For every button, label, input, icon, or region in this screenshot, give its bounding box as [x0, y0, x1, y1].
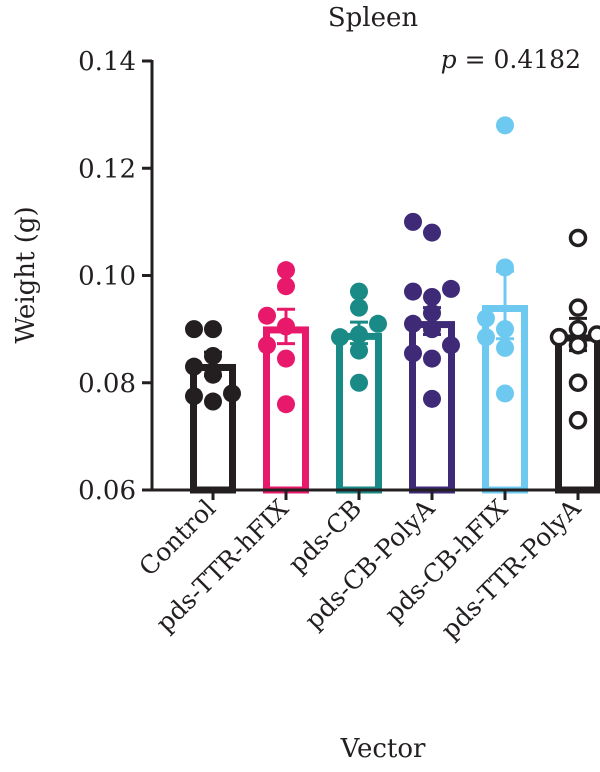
data-point — [204, 392, 222, 411]
data-point — [404, 344, 422, 363]
data-point — [277, 261, 295, 280]
x-tick-label: pds-TTR-hFIX — [150, 494, 294, 638]
data-point — [423, 320, 441, 339]
x-axis: Controlpds-TTR-hFIXpds-CBpds-CB-PolyApds… — [133, 488, 590, 645]
data-point — [568, 335, 588, 355]
data-point — [350, 282, 368, 301]
data-point — [442, 336, 460, 355]
data-points — [185, 116, 600, 430]
chart-title: Spleen — [328, 3, 419, 33]
data-point — [496, 116, 514, 135]
data-point — [185, 320, 203, 339]
x-tick-label: pds-CB-PolyA — [299, 493, 441, 635]
data-point — [258, 306, 276, 325]
data-point — [277, 277, 295, 296]
data-point — [204, 320, 222, 339]
data-point — [277, 349, 295, 368]
data-point — [423, 349, 441, 368]
bar — [336, 332, 382, 494]
x-axis-label: Vector — [340, 734, 426, 764]
data-point — [568, 411, 588, 430]
data-point — [277, 395, 295, 414]
y-tick-label: 0.12 — [78, 154, 136, 184]
error-bars — [204, 269, 587, 378]
data-point — [423, 287, 441, 306]
data-point — [404, 314, 422, 333]
y-tick-label: 0.14 — [78, 47, 136, 77]
data-point — [185, 387, 203, 406]
data-point — [423, 389, 441, 408]
data-point — [442, 279, 460, 298]
data-point — [549, 327, 569, 347]
data-point — [568, 298, 588, 317]
bar — [190, 363, 236, 494]
data-point — [568, 373, 588, 392]
data-point — [369, 314, 387, 333]
data-point — [477, 328, 495, 347]
data-point — [568, 319, 588, 339]
data-point — [204, 346, 222, 365]
data-point — [477, 309, 495, 328]
data-point — [587, 325, 600, 344]
data-point — [223, 384, 241, 403]
data-point — [350, 373, 368, 392]
data-point — [185, 357, 203, 376]
data-point — [404, 212, 422, 231]
data-point — [496, 320, 514, 339]
bars — [190, 304, 600, 494]
data-point — [496, 258, 514, 277]
y-tick-label: 0.06 — [78, 476, 136, 506]
p-value-text: = 0.4182 — [457, 45, 581, 74]
data-point — [350, 341, 368, 360]
p-value-annotation: p = 0.4182 — [441, 45, 581, 74]
data-point — [423, 304, 441, 323]
data-point — [496, 384, 514, 403]
data-point — [350, 325, 368, 344]
y-tick-label: 0.08 — [78, 369, 136, 399]
data-point — [258, 336, 276, 355]
data-point — [404, 282, 422, 301]
y-tick-label: 0.10 — [78, 262, 136, 292]
data-point — [277, 317, 295, 336]
data-point — [423, 223, 441, 242]
data-point — [350, 298, 368, 317]
data-point — [331, 328, 349, 347]
data-point — [568, 228, 588, 248]
y-axis: 0.06 0.08 0.10 0.12 0.14 — [78, 47, 154, 506]
data-point — [204, 365, 222, 384]
y-axis-label: Weight (g) — [11, 206, 41, 343]
p-value-symbol: p — [441, 45, 457, 74]
data-point — [496, 338, 514, 357]
